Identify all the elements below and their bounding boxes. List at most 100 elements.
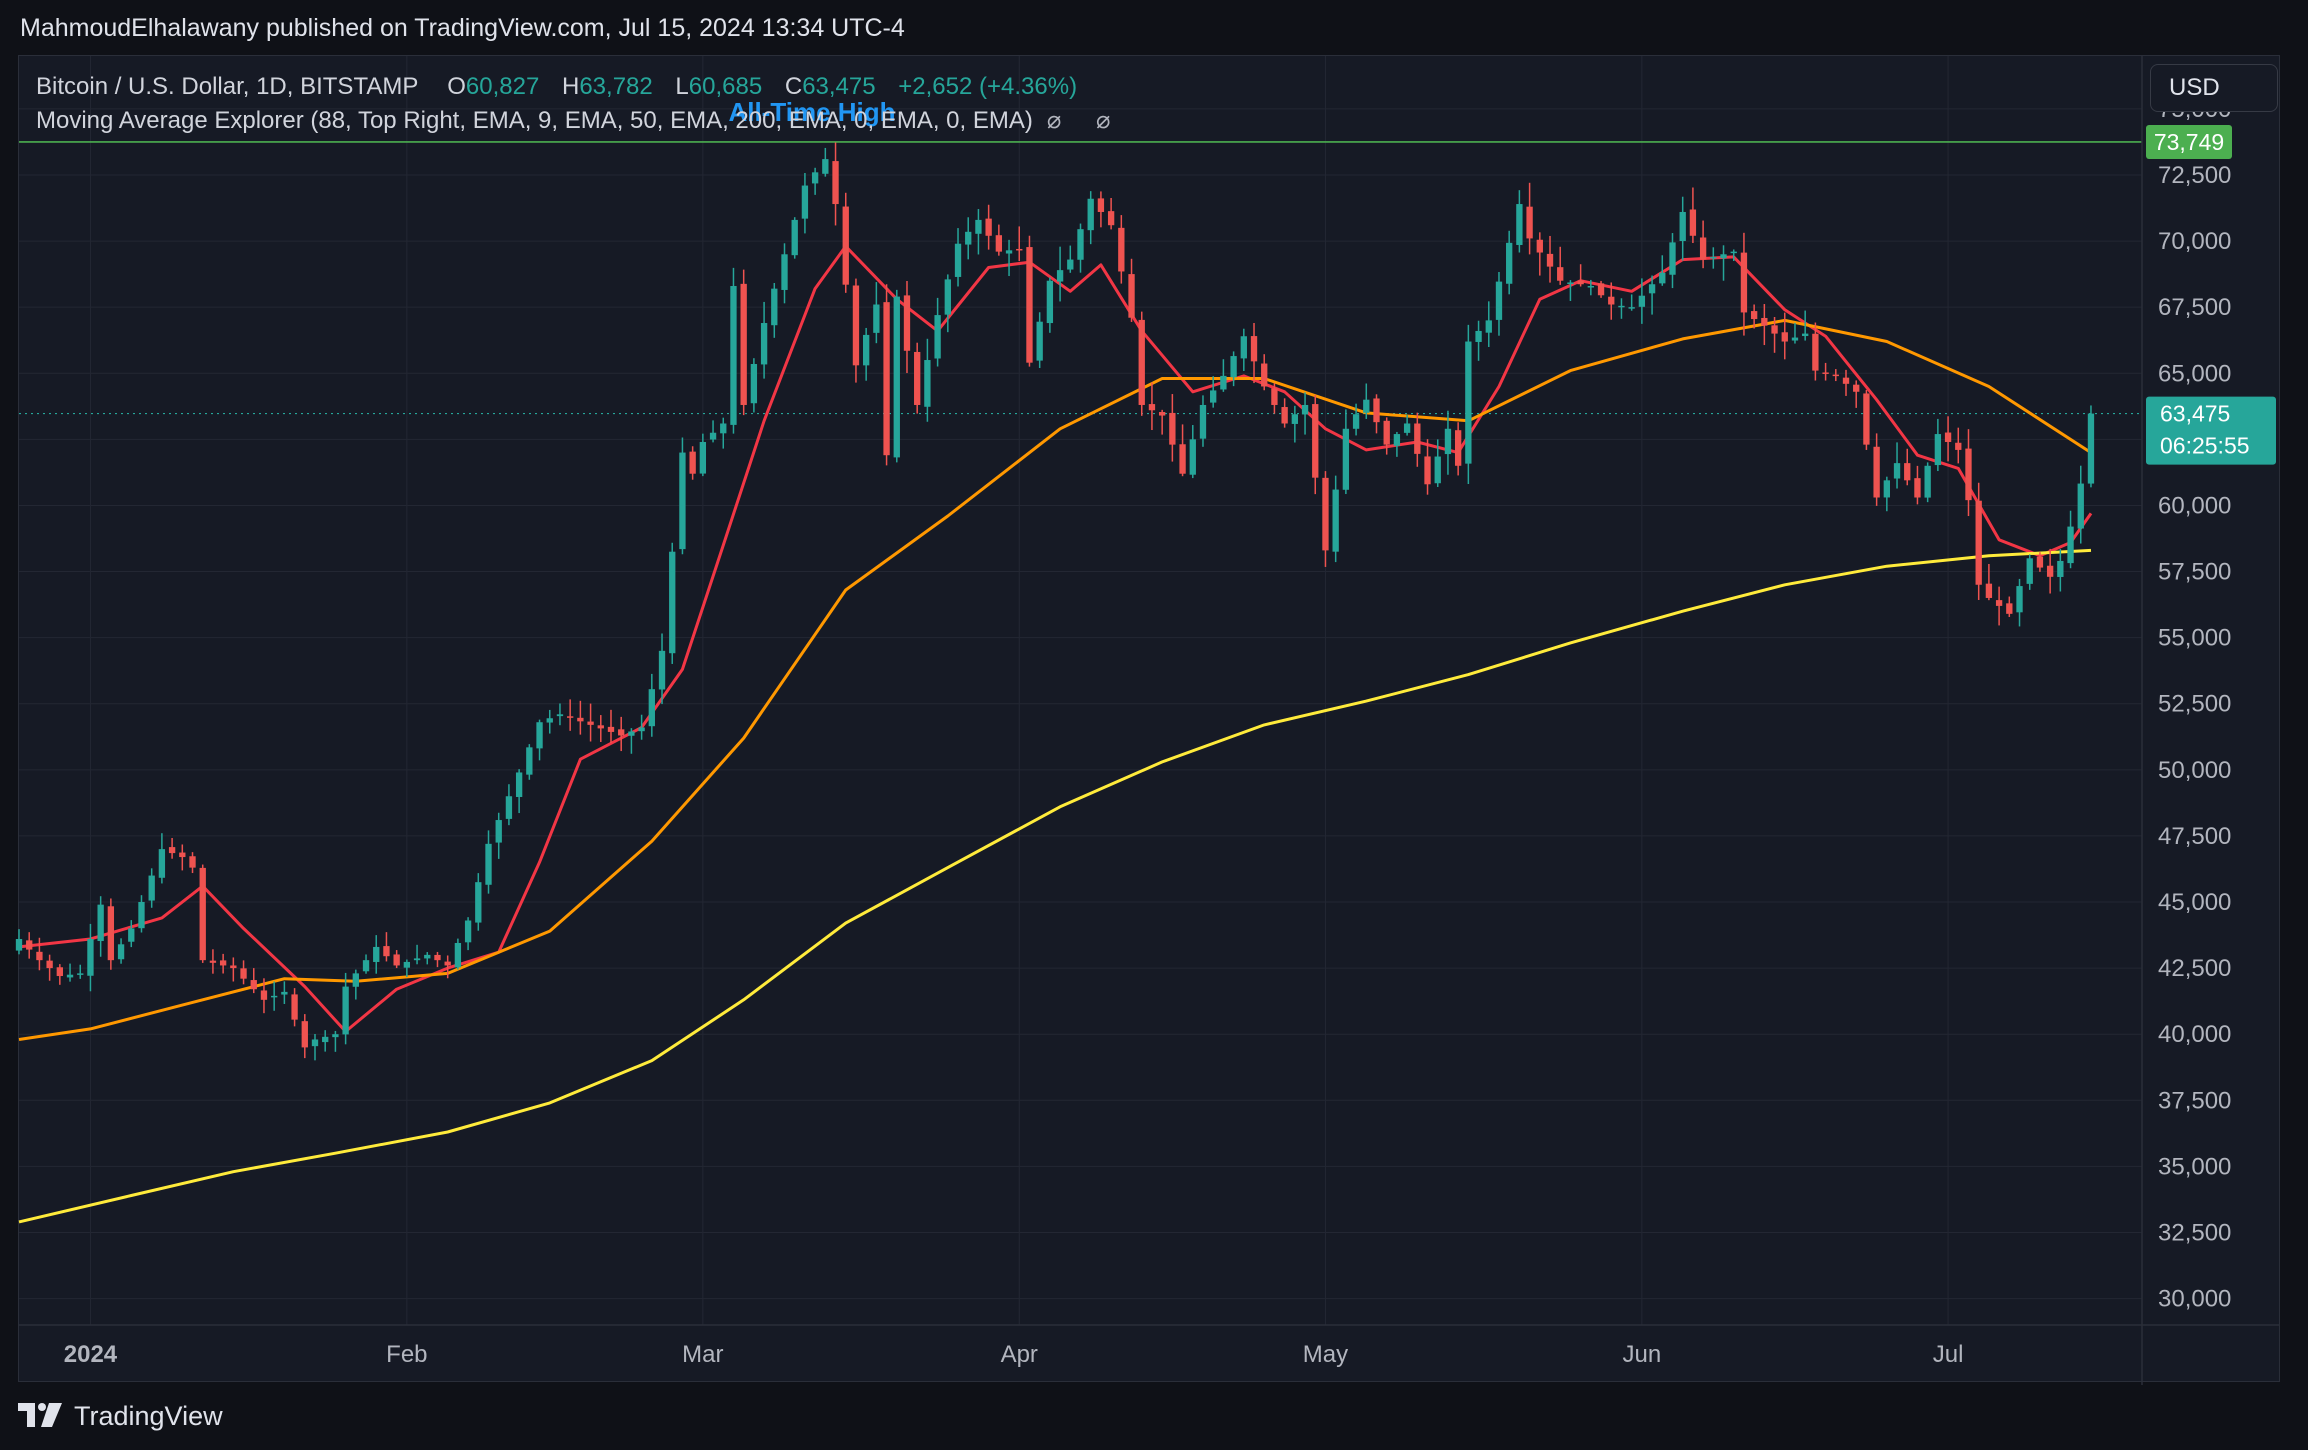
candle-body (618, 729, 625, 736)
candle-body (26, 940, 33, 950)
candle-body (1077, 229, 1084, 260)
price-tick-label: 55,000 (2158, 625, 2231, 652)
candle-body (1434, 456, 1441, 484)
candle-body (842, 206, 849, 285)
chart-grid (19, 56, 2142, 1325)
symbol-name[interactable]: Bitcoin / U.S. Dollar, 1D, BITSTAMP (36, 73, 418, 100)
candle-body (1250, 336, 1258, 362)
candle-body (158, 849, 166, 878)
candle-body (1210, 390, 1217, 403)
currency-button[interactable]: USD (2150, 64, 2278, 112)
candle-body (965, 231, 972, 245)
candle-body (1965, 448, 1972, 501)
tradingview-logo[interactable]: TradingView (18, 1396, 223, 1436)
candle-body (1750, 311, 1758, 320)
time-axis: 2024 Feb Mar Apr May Jun Jul (64, 1341, 1964, 1368)
candle-body (1403, 423, 1411, 433)
candle-body (1281, 407, 1288, 424)
candle-body (1169, 412, 1176, 445)
time-tick-label: 2024 (64, 1341, 118, 1368)
countdown-label: 06:25:55 (2160, 433, 2250, 459)
candle-body (2046, 565, 2054, 577)
candle-body (56, 967, 63, 977)
candle-body (1975, 500, 1982, 585)
time-tick-label: Feb (386, 1341, 427, 1368)
candle-body (852, 285, 860, 366)
candle-body (475, 882, 482, 923)
candle-body (2067, 526, 2074, 564)
open-label: O (447, 73, 466, 100)
candle-body (1720, 254, 1727, 259)
ath-price-tag (2146, 124, 2232, 159)
candle-body (1985, 583, 1993, 598)
candle-body (1414, 423, 1421, 454)
candle-body (464, 920, 472, 943)
indicator-hidden-icon[interactable]: ⌀ ⌀ (1046, 107, 1125, 134)
time-tick-label: Mar (682, 1341, 723, 1368)
chart-frame[interactable] (18, 55, 2280, 1382)
candle-body (1454, 430, 1462, 466)
candle-body (1893, 463, 1901, 479)
candle-body (2016, 586, 2023, 613)
candle-body (1485, 320, 1492, 333)
price-tick-label: 40,000 (2158, 1021, 2231, 1048)
candle-body (1934, 434, 1942, 466)
price-tick-label: 37,500 (2158, 1087, 2231, 1114)
candle-body (1526, 206, 1533, 239)
price-tick-label: 67,500 (2158, 294, 2231, 321)
time-tick-label: Jul (1933, 1341, 1964, 1368)
candle-body (36, 951, 43, 961)
candle-body (873, 304, 880, 333)
candle-body (526, 747, 533, 775)
candle-body (291, 994, 298, 1020)
candle-body (1791, 337, 1799, 341)
ath-line-group: All-Time High (19, 97, 2142, 415)
candle-body (373, 946, 380, 962)
candle-body (1352, 414, 1360, 429)
candle-body (883, 302, 890, 456)
candle-body (107, 906, 115, 961)
candle-body (281, 991, 288, 995)
low-label: L (675, 73, 689, 100)
candle-body (679, 452, 686, 550)
candle-body (914, 351, 921, 405)
candle-body (556, 714, 564, 717)
candle-body (1475, 330, 1482, 342)
candle-body (138, 902, 145, 929)
change-value: +2,652 (+4.36%) (898, 73, 1078, 100)
candles (15, 142, 2095, 1061)
candle-body (1853, 384, 1860, 392)
candle-body (1087, 198, 1094, 231)
tradingview-brand: TradingView (74, 1400, 223, 1431)
candle-body (1638, 295, 1646, 307)
candle-body (362, 960, 370, 972)
ema-9-line (18, 244, 2093, 1033)
candle-body (709, 432, 717, 440)
candle-body (648, 689, 655, 727)
candle-body (1781, 332, 1788, 342)
last-price-tag-label: 63,475 (2160, 401, 2230, 427)
candle-body (332, 1034, 339, 1038)
candle-body (1128, 274, 1135, 318)
indicator-name[interactable]: Moving Average Explorer (88, Top Right, … (36, 107, 1033, 134)
price-tick-label: 70,000 (2158, 228, 2231, 255)
candle-body (638, 727, 645, 732)
candle-body (403, 961, 411, 968)
indicator-row[interactable]: Moving Average Explorer (88, Top Right, … (36, 104, 1124, 138)
candle-body (720, 423, 727, 434)
candle-body (1107, 211, 1115, 226)
ema-200-line (18, 548, 2092, 1224)
candle-body (607, 726, 615, 732)
candle-body (219, 960, 227, 966)
candle-body (1679, 211, 1686, 242)
candle-body (1904, 463, 1911, 481)
candle-body (1567, 282, 1574, 284)
candle-body (832, 161, 839, 205)
candle-body (1608, 296, 1615, 305)
candle-body (536, 722, 543, 749)
candle-body (975, 219, 982, 234)
candle-body (1536, 239, 1543, 253)
price-tick-label: 50,000 (2158, 757, 2231, 784)
candle-body (148, 875, 155, 901)
